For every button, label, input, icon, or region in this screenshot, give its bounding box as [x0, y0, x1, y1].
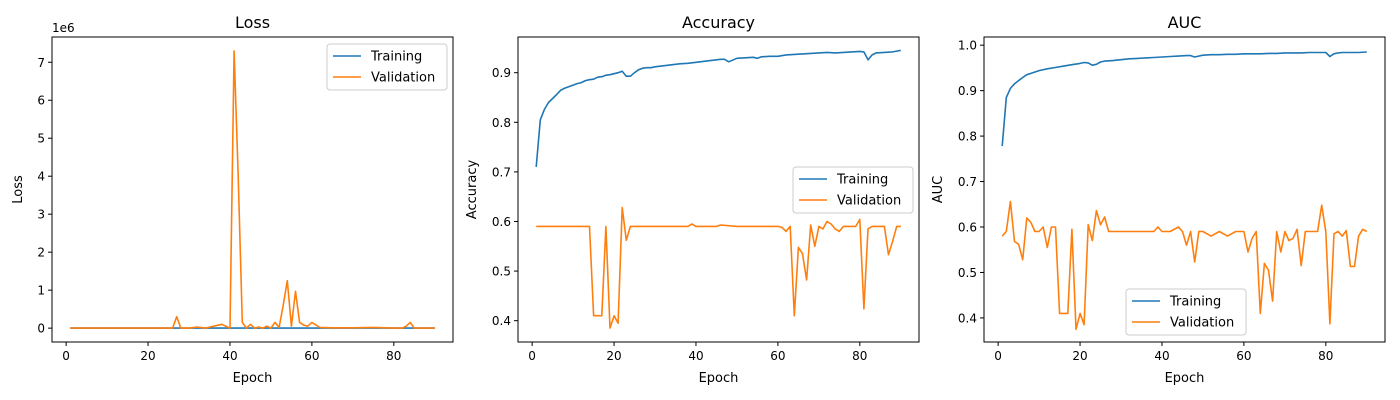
y-tick-label: 6	[37, 94, 45, 108]
x-tick-label: 40	[222, 349, 237, 363]
chart-title: Loss	[235, 13, 270, 32]
x-tick-label: 60	[770, 349, 785, 363]
series-line-validation	[70, 50, 435, 329]
chart-panel-accuracy: Accuracy 0 20 40 60 80 0.4 0.5 0.6 0.7 0.8 0.9 Epoch…	[465, 13, 920, 386]
y-tick-label: 0.8	[958, 130, 977, 144]
chart-panel-auc: AUC 0 20 40 60 80 0.4 0.5 0.6 0.7 0.8 0.9 1.0 Epoch AU…	[931, 13, 1386, 386]
y-tick-label: 4	[37, 170, 45, 184]
chart-title: AUC	[1168, 13, 1202, 32]
x-tick-label: 80	[386, 349, 401, 363]
y-tick-label: 5	[37, 132, 45, 146]
y-tick-label: 0	[37, 322, 45, 336]
x-tick-label: 20	[1072, 349, 1087, 363]
plot-frame	[51, 36, 454, 343]
y-tick-label: 0.4	[958, 311, 977, 325]
x-axis-label: Epoch	[233, 371, 273, 386]
x-tick-label: 20	[606, 349, 621, 363]
legend-label: Training	[370, 50, 422, 65]
x-tick-label: 40	[1154, 349, 1169, 363]
y-tick-label: 0.7	[492, 165, 511, 179]
x-tick-label: 40	[688, 349, 703, 363]
legend-label: Validation	[837, 194, 901, 209]
y-axis-label: Accuracy	[465, 160, 480, 220]
chart-title: Accuracy	[682, 13, 755, 32]
legend: Training Validation	[792, 166, 914, 214]
x-tick-label: 60	[1236, 349, 1251, 363]
x-tick-label: 60	[304, 349, 319, 363]
y-tick-label: 0.5	[492, 265, 511, 279]
legend-label: Validation	[1170, 316, 1234, 331]
series-line-validation	[1001, 200, 1368, 331]
y-tick-label: 7	[37, 56, 45, 70]
series-line-validation	[536, 206, 901, 329]
plot-frame	[983, 36, 1386, 343]
x-tick-label: 20	[140, 349, 155, 363]
y-tick-label: 3	[37, 208, 45, 222]
x-tick-label: 0	[528, 349, 536, 363]
y-tick-label: 1	[37, 284, 45, 298]
x-tick-label: 80	[1318, 349, 1333, 363]
y-tick-label: 0.6	[958, 221, 977, 235]
y-tick-label: 2	[37, 246, 45, 260]
y-offset-text: 1e6	[52, 21, 75, 35]
plot-frame	[517, 36, 920, 343]
x-axis-label: Epoch	[699, 371, 739, 386]
y-tick-label: 0.8	[492, 116, 511, 130]
y-axis-label: Loss	[11, 175, 26, 204]
x-tick-label: 80	[852, 349, 867, 363]
y-tick-label: 0.6	[492, 215, 511, 229]
y-axis-label: AUC	[931, 176, 946, 204]
legend-label: Training	[1169, 295, 1221, 310]
series-line-training	[1001, 51, 1367, 147]
series-line-training	[535, 49, 901, 167]
chart-panel-loss: Loss 0 20 40 60 80 0 1 2 3 4 5 6 7 1e6 Epoch Loss Trainin…	[11, 13, 454, 386]
x-tick-label: 0	[994, 349, 1002, 363]
x-axis-label: Epoch	[1165, 371, 1205, 386]
legend: Training Validation	[1125, 288, 1247, 336]
y-tick-label: 0.5	[958, 266, 977, 280]
legend-label: Validation	[371, 71, 435, 86]
legend: Training Validation	[326, 43, 448, 91]
legend-label: Training	[836, 173, 888, 188]
x-tick-label: 0	[62, 349, 70, 363]
y-tick-label: 0.4	[492, 314, 511, 328]
y-tick-label: 0.9	[958, 84, 977, 98]
y-tick-label: 1.0	[958, 39, 977, 53]
y-tick-label: 0.7	[958, 175, 977, 189]
y-tick-label: 0.9	[492, 66, 511, 80]
